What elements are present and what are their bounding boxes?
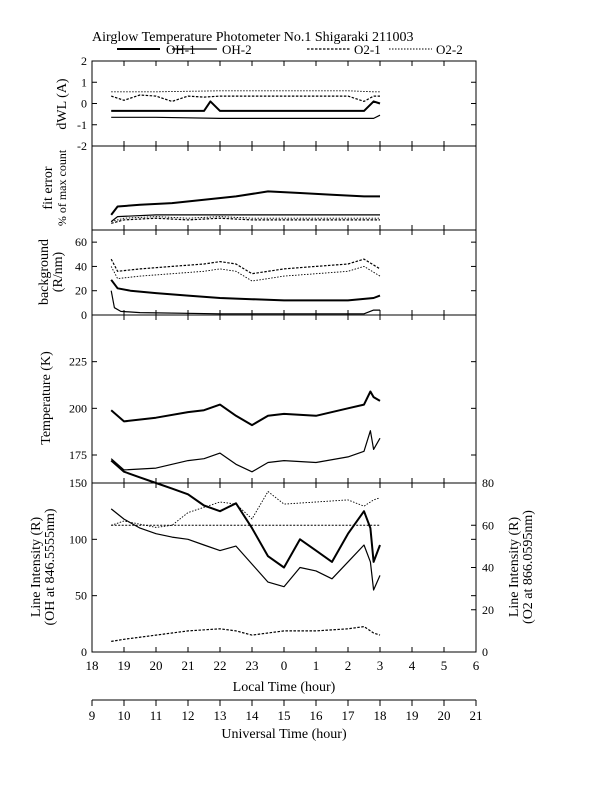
y-axis-label: Temperature (K) [39, 351, 54, 445]
series-line-oh-1 [110, 459, 381, 569]
y-tick-label: 40 [75, 259, 87, 273]
panel-frame [91, 229, 477, 316]
y-tick-label-right: 60 [482, 518, 494, 532]
x-tick-label-local: 0 [281, 658, 288, 673]
x-tick-label-local: 2 [345, 658, 352, 673]
y-axis-label-text: background [37, 239, 52, 305]
y-tick-label: 20 [75, 284, 87, 298]
series-line-o2-2 [111, 491, 381, 528]
y-axis-label: background (R/nm) [37, 239, 66, 305]
panel-frame [91, 145, 477, 231]
x-tick-label-local: 20 [150, 658, 163, 673]
y-tick-label-right: 40 [482, 561, 494, 575]
panel-frame [91, 60, 477, 147]
x-tick-label-universal: 16 [310, 708, 324, 723]
y-axis-label-text: (R/nm) [51, 251, 66, 292]
x-tick-label-universal: 9 [89, 708, 96, 723]
y-tick-label-right: 80 [482, 476, 494, 490]
legend-label: OH-2 [222, 42, 252, 57]
series-line-o2-1 [111, 94, 380, 103]
series-line-oh-1 [110, 190, 380, 216]
y-axis-label-text: Temperature (K) [39, 351, 54, 445]
y-tick-label: 60 [75, 235, 87, 249]
x-tick-label-local: 3 [377, 658, 384, 673]
series-line-o2-2 [110, 265, 381, 282]
x-tick-label-local: 22 [214, 658, 227, 673]
y-tick-label-right: 20 [482, 603, 494, 617]
series-line-o2-1 [111, 625, 381, 642]
y-axis-label-text: Line Intensity (R) [29, 517, 44, 618]
y-tick-label: -2 [77, 139, 87, 153]
series-line-o2-2 [111, 216, 380, 223]
y-axis-label-text: dWL (A) [55, 78, 70, 130]
y-tick-label: 225 [69, 355, 87, 369]
y-tick-label-right: 0 [482, 645, 488, 659]
y-axis-label: fit error% of max count [41, 149, 69, 226]
series-line-o2-2 [111, 90, 380, 93]
x-tick-label-universal: 15 [278, 708, 291, 723]
x-tick-label-local: 19 [118, 658, 131, 673]
series-line-o2-1 [111, 217, 380, 224]
x-tick-label-local: 21 [182, 658, 195, 673]
legend-label: O2-1 [354, 42, 381, 57]
x-tick-label-universal: 13 [214, 708, 227, 723]
x-tick-label-universal: 21 [470, 708, 483, 723]
series-line-oh-2 [110, 508, 381, 591]
y-axis-label-text: fit error [41, 166, 56, 209]
y-tick-label: 0 [81, 97, 87, 111]
y-tick-label: 2 [81, 54, 87, 68]
x-tick-label-local: 1 [313, 658, 320, 673]
y-tick-label: 150 [69, 476, 87, 490]
x-tick-label-local: 23 [246, 658, 259, 673]
y-tick-label: 200 [69, 401, 87, 415]
y-axis-label-right-text: Line Intensity (R) [507, 517, 522, 618]
y-tick-label: 50 [75, 589, 87, 603]
series-line-oh-2 [110, 290, 380, 315]
x-tick-label-universal: 10 [118, 708, 131, 723]
panel-frame [91, 314, 477, 484]
series-line-oh-1 [110, 390, 381, 427]
x-tick-label-local: 4 [409, 658, 416, 673]
x-tick-label-universal: 11 [150, 708, 163, 723]
series-line-oh-1 [111, 100, 381, 112]
series-line-oh-2 [110, 214, 380, 223]
series-line-o2-1 [110, 258, 381, 275]
x-tick-label-universal: 14 [246, 708, 260, 723]
y-axis-label: dWL (A) [55, 78, 70, 130]
y-tick-label: 175 [69, 448, 87, 462]
x-tick-label-local: 5 [441, 658, 448, 673]
y-tick-label: 0 [81, 308, 87, 322]
x-tick-label-universal: 19 [406, 708, 419, 723]
chart-title: Airglow Temperature Photometer No.1 Shig… [92, 30, 414, 45]
y-tick-label: -1 [77, 118, 87, 132]
y-axis-label-right: Line Intensity (R) (O2 at 866.0595nm) [507, 510, 536, 624]
legend-label: O2-2 [436, 42, 463, 57]
x-tick-label-universal: 18 [374, 708, 387, 723]
y-axis-label-right-text: (O2 at 866.0595nm) [521, 510, 536, 624]
y-tick-label: 0 [81, 645, 87, 659]
y-tick-label: 100 [69, 532, 87, 546]
series-line-oh-1 [110, 279, 381, 302]
x-tick-label-universal: 17 [342, 708, 356, 723]
x-tick-label-local: 18 [86, 658, 99, 673]
y-axis-label: Line Intensity (R) (OH at 846.5555nm) [29, 508, 58, 625]
x-tick-label-local: 6 [473, 658, 480, 673]
y-axis-label-text: % of max count [55, 149, 69, 226]
x-tick-label-universal: 20 [438, 708, 451, 723]
series-line-oh-2 [110, 430, 381, 473]
x-axis-label-universal: Universal Time (hour) [221, 727, 347, 742]
series-line-oh-2 [111, 114, 381, 120]
y-tick-label: 1 [81, 75, 87, 89]
x-tick-label-universal: 12 [182, 708, 195, 723]
y-axis-label-text: (OH at 846.5555nm) [43, 508, 58, 625]
x-axis-label-local: Local Time (hour) [233, 680, 336, 695]
